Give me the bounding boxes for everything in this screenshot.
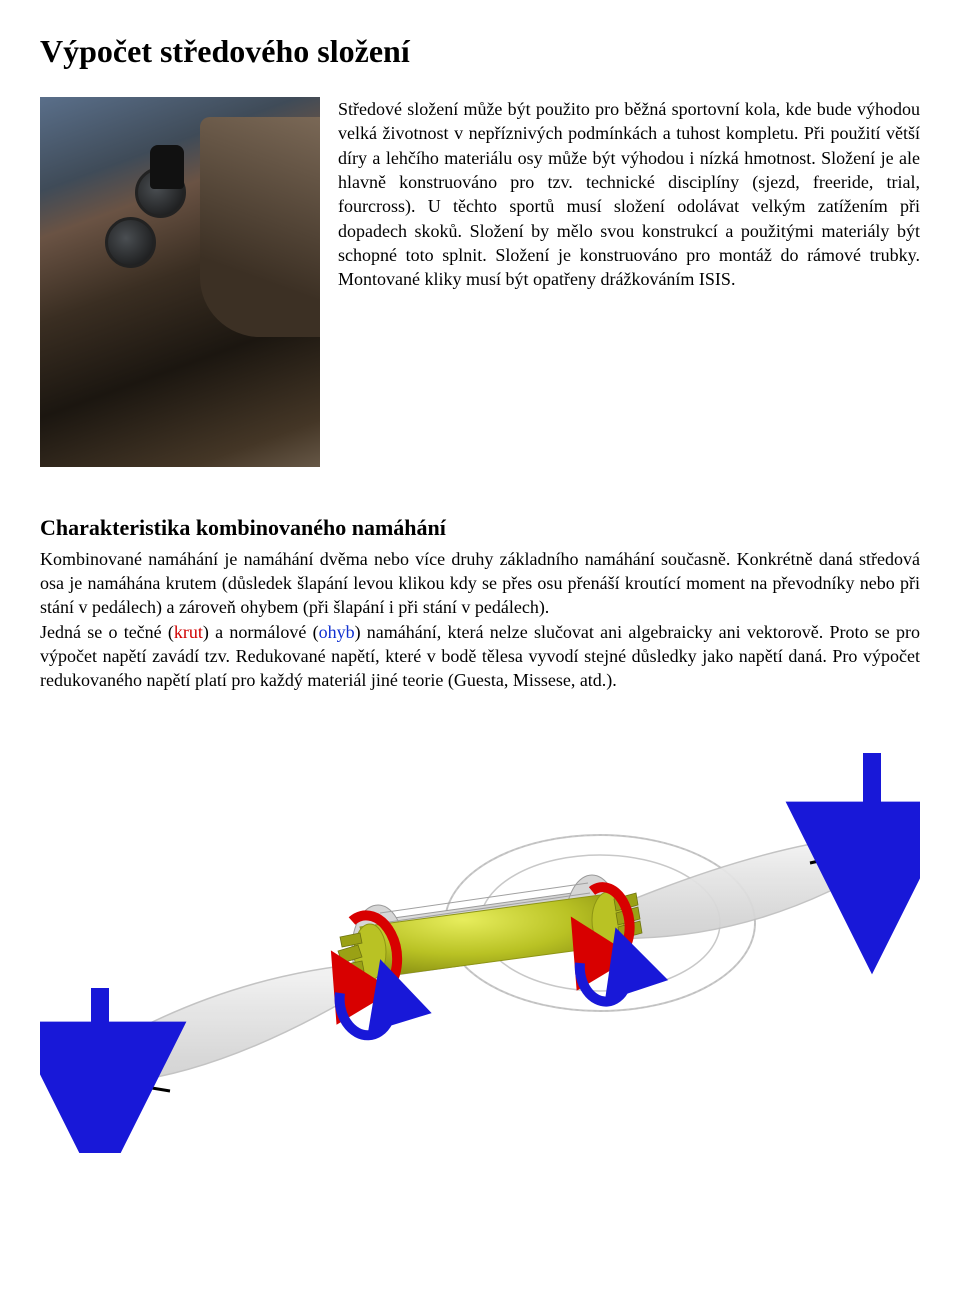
torsion-arrow-blue-right [580,959,628,1002]
page-title: Výpočet středového složení [40,30,920,73]
section2-paragraph-2: Jedná se o tečné (krut) a normálové (ohy… [40,620,920,693]
ohyb-highlight: ohyb [319,622,355,642]
krut-highlight: krut [174,622,203,642]
section2-heading: Charakteristika kombinovaného namáhání [40,513,920,543]
section2-paragraph-1: Kombinované namáhání je namáhání dvěma n… [40,547,920,620]
text-span: ) a normálové ( [203,622,319,642]
mtb-photo-placeholder [40,97,320,467]
left-crank-arm [89,963,374,1083]
bottom-bracket-diagram [40,713,920,1153]
text-span: Jedná se o tečné ( [40,622,174,642]
bottom-bracket-svg [40,713,920,1153]
intro-block: Středové složení může být použito pro bě… [40,97,920,473]
right-crank-arm [600,837,883,938]
